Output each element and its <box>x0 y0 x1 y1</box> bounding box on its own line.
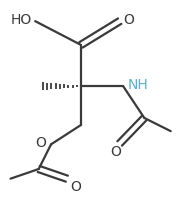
Text: O: O <box>111 145 122 159</box>
Text: O: O <box>123 13 134 27</box>
Text: HO: HO <box>10 13 32 27</box>
Text: NH: NH <box>128 77 148 92</box>
Text: O: O <box>35 137 46 151</box>
Text: O: O <box>70 179 81 193</box>
